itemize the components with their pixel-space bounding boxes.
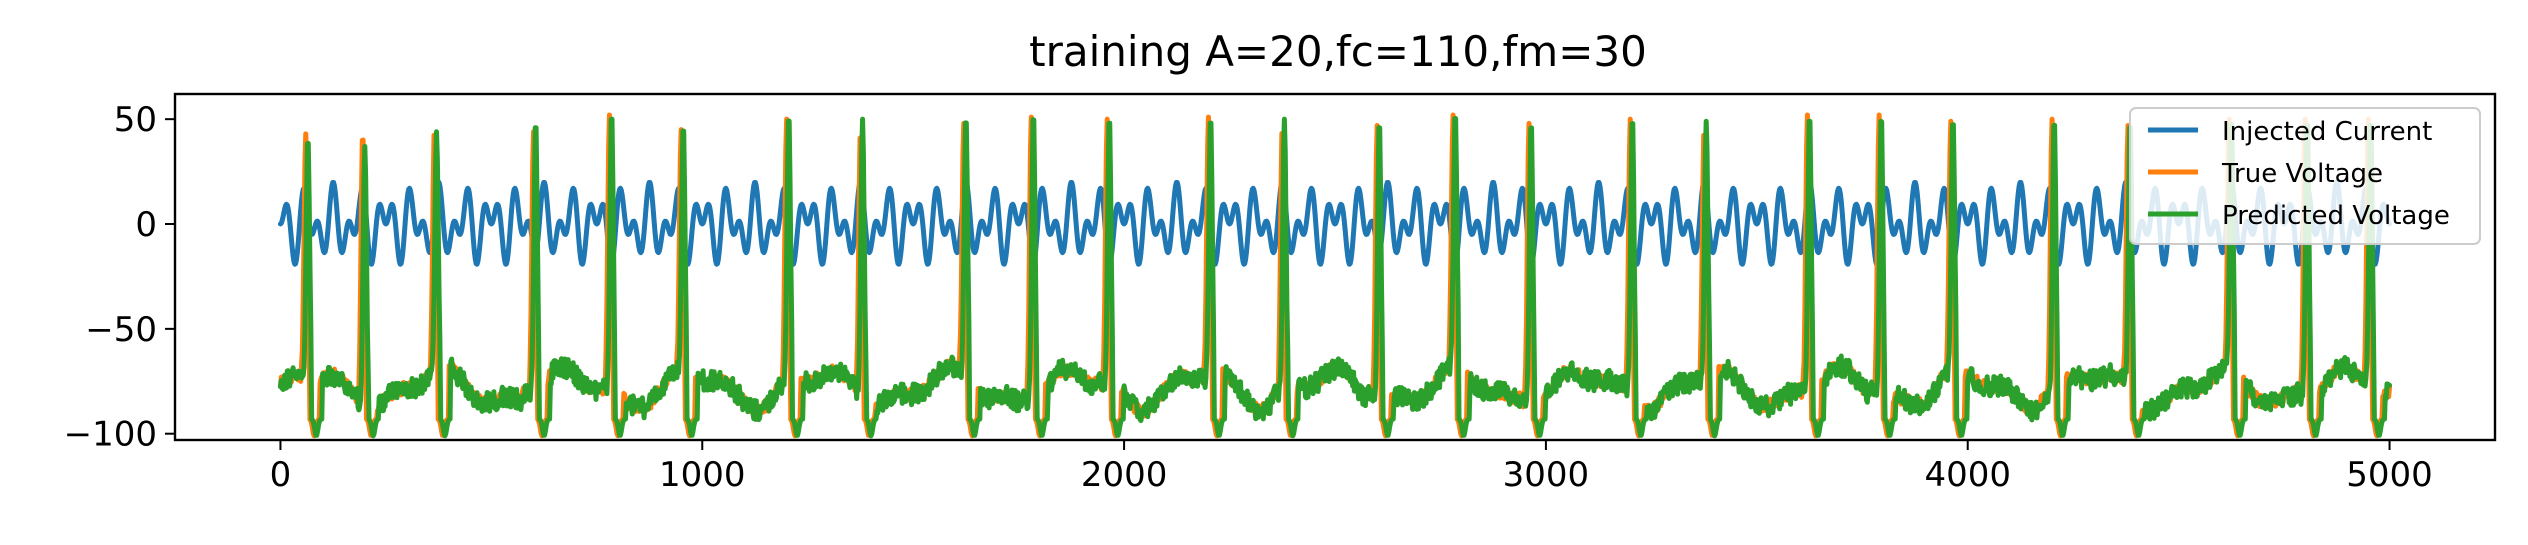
legend-label-predicted-voltage: Predicted Voltage — [2222, 201, 2450, 231]
chart-title: training A=20,fc=110,fm=30 — [1029, 27, 1647, 76]
x-tick-label: 3000 — [1503, 455, 1590, 495]
legend-box — [2129, 107, 2481, 245]
y-tick-label: 0 — [135, 205, 157, 245]
x-tick-label: 2000 — [1081, 455, 1168, 495]
series-line-injected-current — [277, 180, 2393, 267]
legend-label-injected-current: Injected Current — [2222, 117, 2432, 147]
y-tick-label: −50 — [85, 310, 157, 350]
x-tick-label: 1000 — [659, 455, 746, 495]
series-layer — [277, 112, 2393, 439]
x-tick-label: 0 — [270, 455, 292, 495]
series-line-predicted-voltage — [277, 116, 2393, 439]
axes-layer: 0 1000 2000 3000 4000 5000 −100 −50 0 50 — [64, 100, 2433, 495]
legend: Injected Current True Voltage Predicted … — [2129, 107, 2481, 245]
plot-frame — [173, 92, 2497, 442]
plot-area — [173, 92, 2497, 442]
y-tick-label: −100 — [64, 415, 157, 455]
x-tick-label: 5000 — [2346, 455, 2433, 495]
x-tick-label: 4000 — [1924, 455, 2011, 495]
legend-label-true-voltage: True Voltage — [2221, 159, 2383, 189]
y-tick-label: 50 — [114, 100, 157, 140]
